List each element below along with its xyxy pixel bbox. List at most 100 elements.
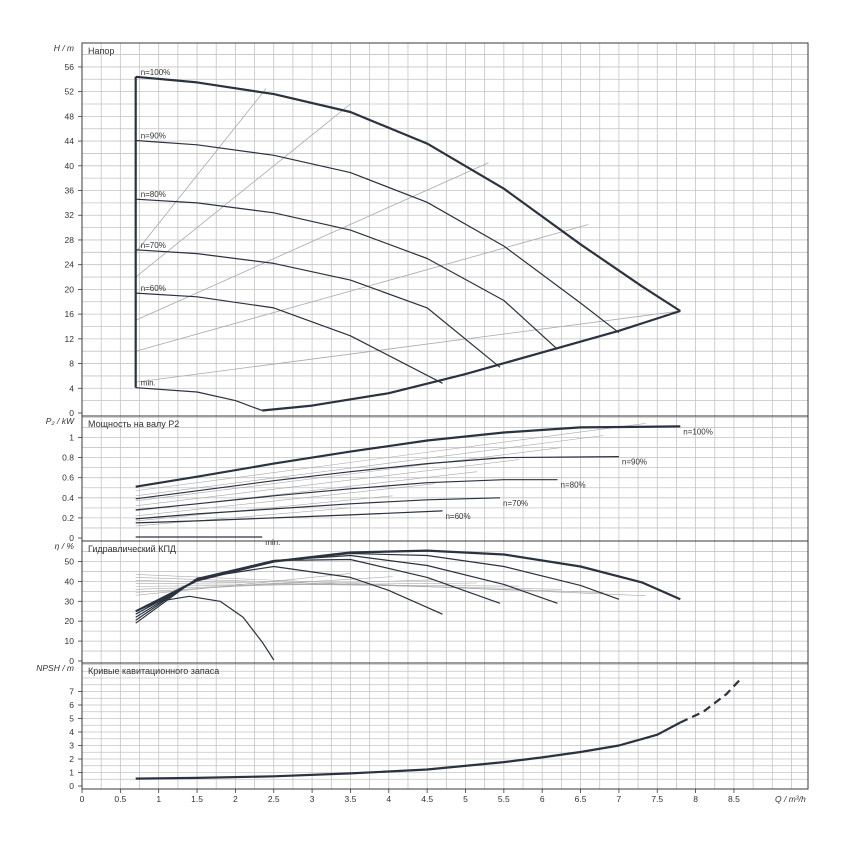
curve-n90	[135, 139, 620, 334]
y-tick-label: 28	[65, 235, 75, 245]
aux-line	[135, 162, 489, 321]
y-axis-label: P₂ / kW	[46, 416, 75, 426]
curve-envelope	[262, 309, 681, 412]
y-tick-label: 0	[69, 408, 74, 418]
y-tick-label: 40	[65, 161, 75, 171]
y-tick-label: 1	[69, 433, 74, 443]
curve-label: n=70%	[503, 499, 528, 508]
y-tick-label: 0	[69, 781, 74, 791]
y-tick-label: 30	[65, 596, 75, 606]
curve-envelope	[679, 677, 743, 724]
x-tick-label: 1	[156, 794, 161, 804]
x-tick-label: 5.5	[498, 794, 510, 804]
y-tick-label: 0.2	[62, 513, 74, 523]
panel-title: Гидравлический КПД	[88, 544, 176, 554]
curve-n80	[135, 479, 558, 511]
curve-n80	[135, 554, 558, 618]
curve-label: n=90%	[622, 458, 647, 467]
y-tick-label: 56	[65, 62, 75, 72]
x-tick-label: 2	[233, 794, 238, 804]
aux-line	[135, 574, 646, 597]
curve-min	[135, 387, 263, 412]
y-tick-label: 50	[65, 557, 75, 567]
x-tick-label: 2.5	[268, 794, 280, 804]
x-tick-label: 6	[540, 794, 545, 804]
curve-label: n=90%	[141, 131, 166, 140]
y-tick-label: 1	[69, 768, 74, 778]
curve-n70	[135, 249, 501, 368]
y-tick-label: 4	[69, 383, 74, 393]
x-tick-label: 7.5	[651, 794, 663, 804]
aux-line	[135, 88, 267, 253]
x-tick-label: 0	[80, 794, 85, 804]
curve-label: n=80%	[141, 190, 166, 199]
curve-label: n=60%	[141, 284, 166, 293]
curve-n70	[135, 497, 501, 520]
aux-line	[135, 224, 589, 352]
curve-n60	[135, 292, 443, 384]
aux-line	[135, 507, 351, 527]
x-tick-label: 6.5	[575, 794, 587, 804]
curve-label: n=60%	[445, 512, 470, 521]
y-tick-label: 5	[69, 714, 74, 724]
y-tick-label: 44	[65, 136, 75, 146]
aux-line	[135, 310, 681, 383]
panel-frame	[81, 540, 809, 664]
aux-line	[135, 447, 562, 502]
aux-line	[135, 495, 393, 522]
y-tick-label: 36	[65, 186, 75, 196]
y-tick-label: 48	[65, 111, 75, 121]
curve-label: n=70%	[141, 241, 166, 250]
y-axis-label: η / %	[55, 541, 75, 551]
y-axis-label: H / m	[54, 43, 74, 53]
x-tick-label: 1.5	[191, 794, 203, 804]
y-tick-label: 3	[69, 741, 74, 751]
curve-n80	[135, 198, 558, 350]
x-tick-label: 4	[386, 794, 391, 804]
y-tick-label: 52	[65, 87, 75, 97]
x-tick-label: 3	[310, 794, 315, 804]
x-tick-label: 0.5	[114, 794, 126, 804]
aux-line	[135, 483, 435, 517]
y-tick-label: 24	[65, 260, 75, 270]
x-axis-label: Q / m³/h	[775, 794, 806, 804]
panel-frame	[81, 662, 809, 790]
x-tick-label: 8	[693, 794, 698, 804]
x-tick-label: 8.5	[728, 794, 740, 804]
curve-n60	[135, 565, 443, 624]
y-tick-label: 20	[65, 284, 75, 294]
y-tick-label: 0	[69, 656, 74, 666]
curve-min	[135, 595, 275, 661]
x-tick-label: 3.5	[345, 794, 357, 804]
y-tick-label: 4	[69, 727, 74, 737]
y-tick-label: 20	[65, 616, 75, 626]
curve-label: n=100%	[683, 427, 713, 436]
curve-envelope	[135, 721, 681, 780]
curve-n100	[135, 75, 681, 312]
aux-line	[135, 459, 520, 507]
y-tick-label: 16	[65, 309, 75, 319]
aux-line	[135, 435, 604, 497]
panel-title: Кривые кавитационного запаса	[88, 666, 219, 676]
x-tick-label: 5	[463, 794, 468, 804]
y-tick-label: 32	[65, 210, 75, 220]
aux-line	[135, 423, 646, 492]
y-tick-label: 7	[69, 687, 74, 697]
curve-n60	[135, 510, 443, 524]
x-tick-label: 4.5	[421, 794, 433, 804]
panel-title: Напор	[88, 46, 114, 56]
curve-n100	[135, 425, 681, 488]
y-tick-label: 2	[69, 754, 74, 764]
curve-label: n=100%	[141, 68, 171, 77]
y-tick-label: 40	[65, 576, 75, 586]
curve-label: n=80%	[561, 481, 586, 490]
curve-n90	[135, 456, 619, 500]
y-tick-label: 12	[65, 334, 75, 344]
y-tick-label: 0.6	[62, 473, 74, 483]
curve-n90	[135, 552, 620, 615]
y-tick-label: 0.8	[62, 453, 74, 463]
panel-frame	[81, 42, 809, 417]
y-tick-label: 6	[69, 700, 74, 710]
aux-line	[135, 577, 604, 593]
